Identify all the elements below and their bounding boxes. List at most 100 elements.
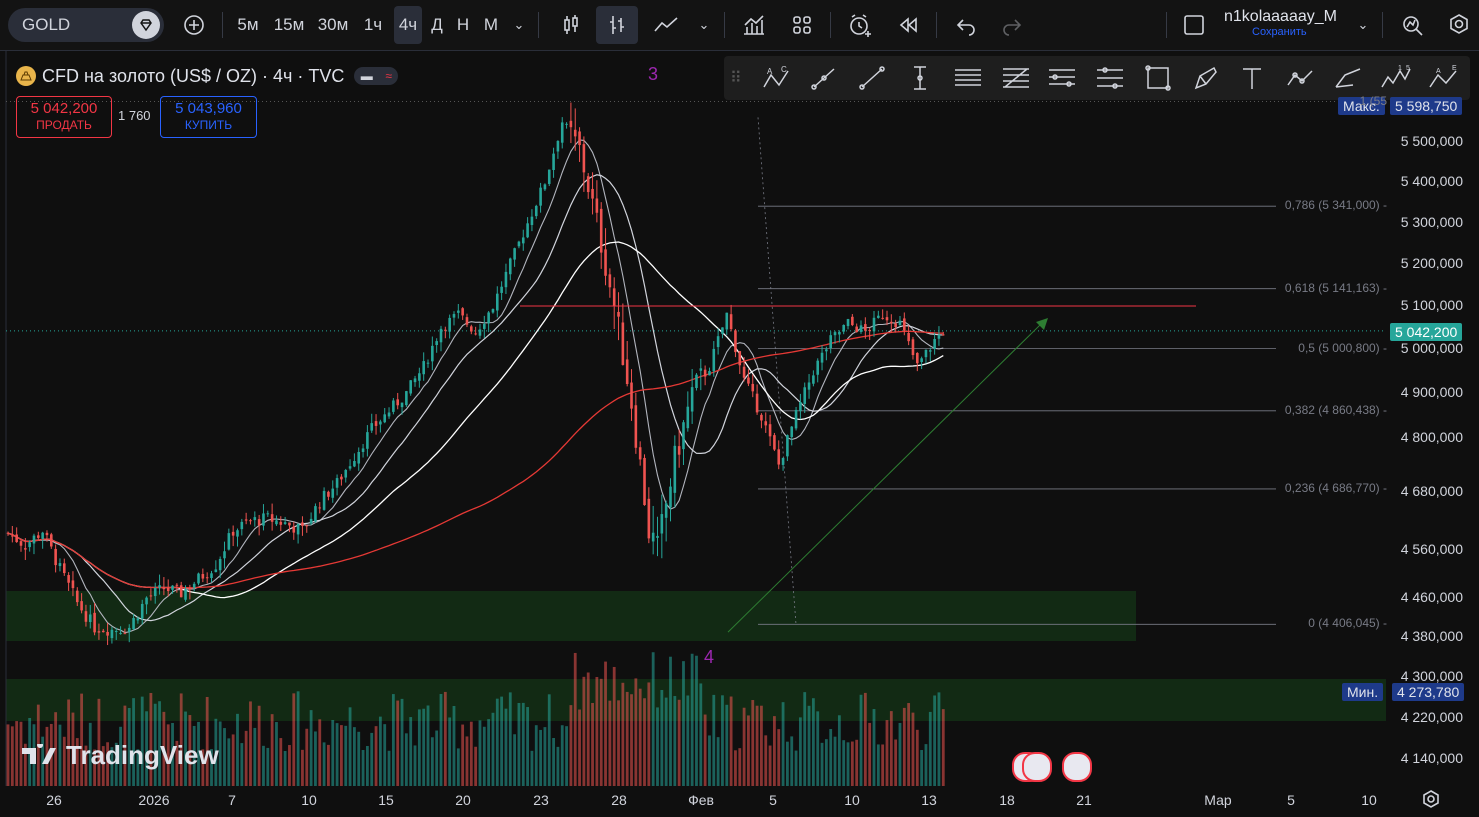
candle[interactable]: [132, 618, 135, 630]
candle[interactable]: [452, 314, 456, 318]
candle[interactable]: [110, 629, 114, 639]
candle[interactable]: [175, 584, 179, 586]
ma-slow[interactable]: [7, 241, 944, 599]
candle[interactable]: [32, 535, 36, 544]
candle[interactable]: [318, 507, 322, 509]
timeframe-button[interactable]: 30м: [317, 15, 349, 34]
candle[interactable]: [71, 580, 75, 589]
candle[interactable]: [41, 532, 44, 539]
candle[interactable]: [885, 317, 889, 321]
drag-handle-icon[interactable]: ⠿: [730, 70, 742, 87]
candle[interactable]: [119, 633, 122, 635]
candle[interactable]: [777, 449, 781, 465]
candle[interactable]: [825, 349, 828, 352]
candle[interactable]: [275, 520, 278, 525]
chart-type-dropdown-icon[interactable]: ⌄: [698, 17, 710, 32]
candle[interactable]: [123, 633, 127, 635]
candle[interactable]: [660, 514, 664, 534]
candle[interactable]: [712, 348, 716, 372]
candle[interactable]: [682, 422, 685, 450]
candle[interactable]: [19, 541, 23, 546]
candle[interactable]: [539, 187, 542, 206]
bar-type-icon[interactable]: [596, 6, 638, 44]
candle[interactable]: [526, 223, 529, 238]
candle[interactable]: [149, 595, 153, 597]
candle[interactable]: [11, 535, 14, 537]
candle[interactable]: [257, 519, 261, 526]
quick-search-icon[interactable]: [1396, 6, 1430, 44]
sell-button[interactable]: 5 042,200 ПРОДАТЬ: [16, 96, 112, 138]
candle[interactable]: [58, 563, 62, 567]
candle[interactable]: [93, 612, 96, 633]
candle[interactable]: [266, 513, 270, 515]
candle[interactable]: [747, 377, 750, 384]
candle[interactable]: [357, 451, 361, 464]
candle[interactable]: [534, 205, 538, 217]
candle[interactable]: [24, 548, 27, 550]
candle[interactable]: [656, 535, 659, 538]
candle[interactable]: [210, 573, 213, 579]
brush-icon[interactable]: [1190, 62, 1222, 94]
chart-pane[interactable]: [0, 51, 1479, 817]
candle[interactable]: [50, 534, 53, 547]
candle[interactable]: [15, 534, 18, 543]
candle[interactable]: [595, 198, 599, 213]
candle[interactable]: [898, 320, 902, 325]
candle[interactable]: [470, 326, 473, 332]
candle[interactable]: [941, 334, 945, 336]
candle[interactable]: [630, 382, 633, 409]
candle[interactable]: [760, 414, 763, 421]
pitchfork-icon[interactable]: [1094, 62, 1126, 94]
replay-icon[interactable]: [890, 6, 926, 44]
candle[interactable]: [54, 548, 57, 566]
compare-add-icon[interactable]: [176, 6, 212, 44]
fib-retracement-icon[interactable]: [1000, 62, 1032, 94]
candle[interactable]: [933, 338, 936, 350]
candle[interactable]: [734, 330, 737, 353]
candle[interactable]: [192, 583, 196, 588]
candle[interactable]: [67, 575, 70, 583]
candle[interactable]: [855, 326, 858, 333]
symbol-search[interactable]: GOLD: [8, 8, 164, 42]
candle[interactable]: [227, 533, 231, 550]
candle[interactable]: [218, 558, 222, 571]
candle[interactable]: [28, 542, 31, 548]
candle[interactable]: [738, 351, 742, 366]
timeframe-button[interactable]: 5м: [237, 15, 259, 34]
candle[interactable]: [171, 585, 174, 590]
candle[interactable]: [448, 317, 451, 332]
candle[interactable]: [253, 517, 257, 521]
us-event-flag-icon[interactable]: [1062, 752, 1092, 782]
candle[interactable]: [409, 380, 412, 394]
candle[interactable]: [153, 588, 157, 597]
candle[interactable]: [101, 630, 105, 633]
candle[interactable]: [145, 597, 148, 605]
candle[interactable]: [353, 460, 356, 467]
candle[interactable]: [508, 258, 512, 275]
parallel-channel-icon[interactable]: [952, 62, 984, 94]
candle[interactable]: [829, 335, 832, 349]
candle[interactable]: [392, 400, 395, 412]
axis-settings-icon[interactable]: [1418, 786, 1444, 812]
candle[interactable]: [781, 457, 785, 465]
candle[interactable]: [331, 488, 335, 498]
candle[interactable]: [881, 317, 884, 319]
text-icon[interactable]: [1236, 62, 1268, 94]
tradingview-logo[interactable]: TradingView: [20, 740, 219, 771]
candle[interactable]: [461, 308, 464, 316]
candle[interactable]: [742, 366, 746, 378]
candle[interactable]: [6, 532, 10, 534]
candle[interactable]: [612, 288, 616, 307]
candle[interactable]: [820, 352, 824, 363]
candle[interactable]: [201, 574, 205, 579]
candle[interactable]: [673, 445, 677, 493]
candle[interactable]: [223, 551, 226, 559]
price-range-icon[interactable]: [904, 62, 936, 94]
candle[interactable]: [911, 339, 915, 356]
candle[interactable]: [816, 360, 820, 375]
candle[interactable]: [556, 140, 560, 152]
candle[interactable]: [513, 248, 516, 260]
candle[interactable]: [764, 421, 768, 426]
demand-zone[interactable]: [6, 591, 1136, 641]
templates-icon[interactable]: [784, 6, 820, 44]
